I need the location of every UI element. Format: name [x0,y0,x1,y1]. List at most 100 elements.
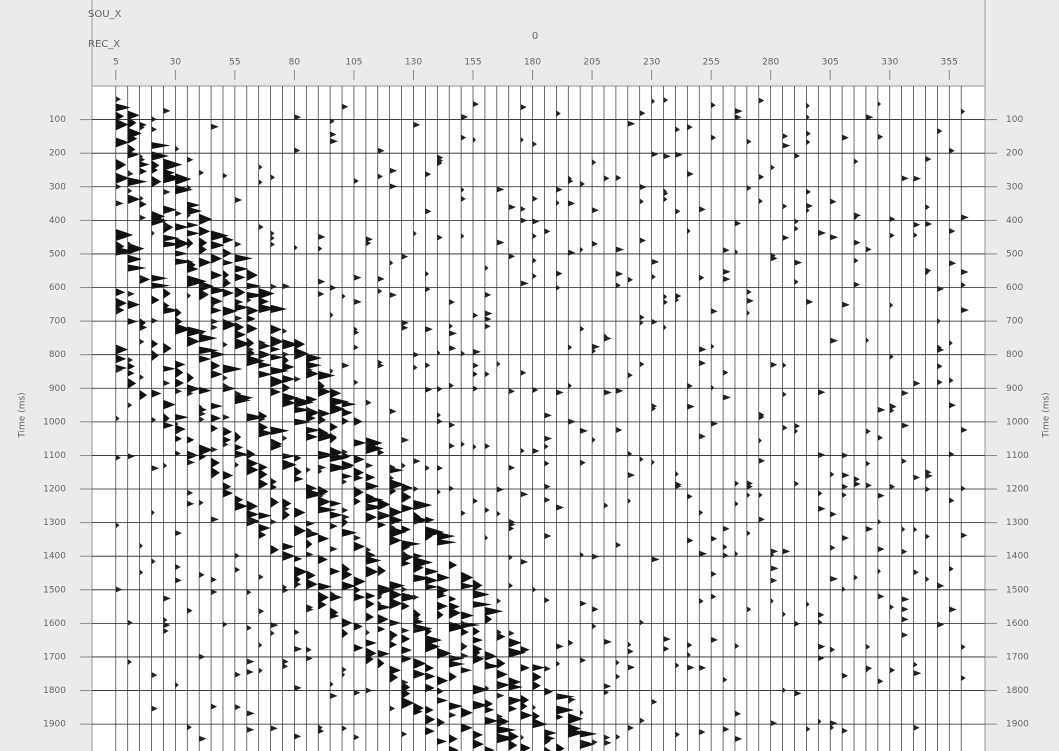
wavelet [687,651,691,658]
wavelet [127,402,133,409]
wavelet [401,542,411,552]
wavelet [342,449,349,456]
wavelet [663,153,671,160]
wavelet [961,485,966,492]
wavelet [830,198,837,205]
wavelet [842,483,849,490]
wavelet [556,186,563,193]
wavelet [603,333,608,340]
wavelet [115,246,136,256]
wavelet [484,660,492,670]
wavelet [830,234,839,241]
wavelet [461,186,465,193]
wavelet [437,157,444,164]
wavelet [961,307,969,314]
wavelet [830,575,839,582]
wavelet [699,433,706,440]
wavelet [222,364,243,374]
wavelet [556,110,561,117]
wavelet [246,515,260,527]
wavelet [806,188,811,195]
wavelet [401,679,409,686]
wavelet [925,472,933,479]
wavelet [365,399,372,406]
wavelet [794,480,799,487]
wavelet [937,128,943,135]
wavelet [342,452,352,460]
wavelet [282,453,295,460]
wavelet [246,323,258,334]
wavelet [413,624,433,634]
wavelet [211,402,223,410]
wavelet [175,563,181,570]
wavelet [234,552,240,559]
wavelet [425,575,439,585]
wavelet [877,434,883,441]
wavelet [389,524,396,531]
wavelet [734,114,742,121]
wavelet [663,636,671,643]
wavelet [508,730,519,743]
wavelet [734,108,743,115]
wavelet [484,316,492,323]
wavelet [496,682,503,689]
y-tick-label-right: 1900 [1006,720,1029,730]
wavelet [806,139,811,146]
wavelet [473,739,484,750]
wavelet [318,591,329,604]
wavelet [544,665,551,672]
wavelet [199,213,213,225]
wavelet [889,232,895,239]
wavelet [365,462,374,469]
wavelet [211,123,219,130]
wavelet [139,569,144,576]
wavelet [627,472,636,479]
wavelet [913,175,922,182]
wavelet [306,570,316,581]
wavelet [234,566,241,573]
wavelet [127,377,137,389]
wavelet [163,172,184,184]
wavelet [687,493,693,500]
wavelet [187,326,207,337]
wavelet [234,241,242,248]
wavelet [961,214,969,221]
wavelet [532,671,542,683]
wavelet [842,672,849,679]
wavelet [437,687,444,695]
wavelet [580,325,585,332]
wavelet [318,534,330,543]
wavelet [437,718,446,727]
y-tick-label-right: 800 [1006,350,1023,360]
wavelet [342,528,358,537]
wavelet [318,468,323,475]
wavelet [473,312,479,319]
wavelet [294,466,302,478]
wavelet [937,346,945,353]
wavelet [234,298,244,306]
wavelet [520,447,525,454]
wavelet [580,709,584,716]
wavelet [353,622,363,631]
wavelet [746,492,751,499]
wavelet [449,745,459,751]
wavelet [425,326,433,333]
wavelet [115,522,120,529]
wavelet [187,222,199,229]
wavelet [401,646,412,655]
wavelet [282,658,289,665]
wavelet [413,707,423,716]
wavelet [699,664,707,671]
wavelet [199,416,205,423]
wavelet [365,612,374,622]
wavelet [139,195,144,202]
wavelet [437,539,458,546]
wavelet [699,729,706,736]
wavelet [151,416,157,423]
wavelet [353,497,361,506]
wavelet [413,615,420,622]
wavelet [377,521,387,529]
wavelet [854,158,859,165]
wavelet [401,491,412,504]
